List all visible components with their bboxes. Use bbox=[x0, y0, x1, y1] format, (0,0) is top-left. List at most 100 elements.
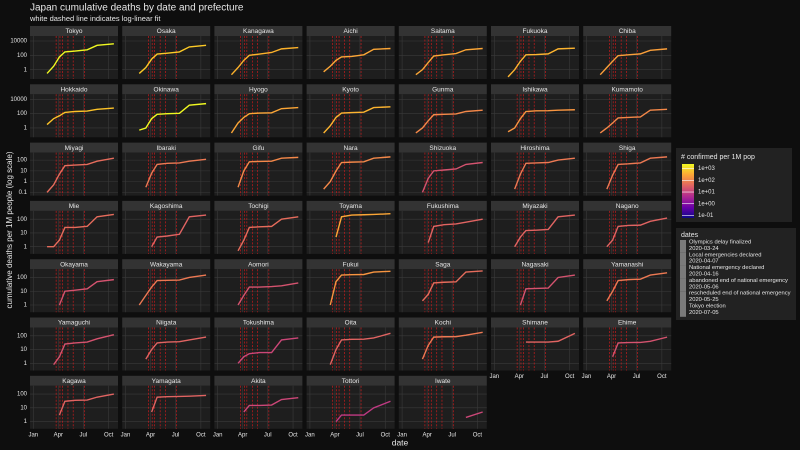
panel bbox=[214, 327, 303, 371]
series-line bbox=[599, 108, 668, 134]
chart-title: Japan cumulative deaths by date and pref… bbox=[30, 3, 244, 14]
facet-strip bbox=[583, 84, 672, 95]
facet-strip bbox=[583, 317, 672, 328]
panel bbox=[306, 210, 395, 254]
facet-strip bbox=[398, 200, 487, 211]
panel bbox=[306, 94, 395, 138]
facet-label: Yamagata bbox=[152, 378, 182, 385]
panel-content bbox=[122, 385, 211, 429]
facet-label: Niigata bbox=[156, 320, 177, 327]
y-tick-label: 1 bbox=[24, 419, 28, 425]
y-tick-label: 10 bbox=[20, 289, 27, 295]
panel bbox=[583, 152, 672, 196]
panel-content bbox=[214, 327, 303, 371]
panel-content bbox=[122, 210, 211, 254]
panel bbox=[306, 269, 395, 313]
facet-label: Toyama bbox=[339, 203, 362, 210]
x-tick-label: Apr bbox=[422, 432, 431, 438]
legend-date: 2020-05-25 bbox=[689, 297, 719, 303]
panel bbox=[398, 152, 487, 196]
series-line bbox=[145, 336, 207, 360]
panel-content bbox=[306, 36, 395, 79]
facet-strip bbox=[491, 84, 579, 95]
facet-strip bbox=[122, 317, 211, 328]
facet-label: Kanagawa bbox=[243, 28, 274, 35]
x-tick-label: Apr bbox=[238, 432, 247, 438]
y-tick-label: 100 bbox=[17, 275, 28, 281]
y-tick-label: 10000 bbox=[10, 39, 27, 45]
panel-content bbox=[306, 269, 395, 313]
x-tick-label: Jan bbox=[28, 432, 38, 438]
facet-strip bbox=[491, 317, 579, 328]
facet-label: Nagasaki bbox=[521, 261, 548, 268]
panel bbox=[398, 36, 487, 79]
series-line bbox=[415, 109, 483, 134]
colorbar-tick-label: 1e+02 bbox=[698, 178, 716, 184]
series-line bbox=[421, 331, 483, 360]
facet-strip bbox=[214, 317, 303, 328]
x-tick-label: Oct bbox=[657, 374, 667, 380]
facet-strip bbox=[398, 375, 487, 386]
y-tick-label: 0.1 bbox=[19, 190, 28, 196]
legend-date: 2020-04-16 bbox=[689, 272, 719, 278]
x-tick-label: Apr bbox=[330, 432, 339, 438]
series-line bbox=[606, 156, 668, 190]
facet-strip bbox=[214, 200, 303, 211]
y-tick-label: 1 bbox=[24, 126, 28, 132]
x-tick-label: Oct bbox=[196, 432, 206, 438]
panel bbox=[122, 327, 211, 371]
series-line bbox=[58, 393, 115, 416]
panel-content bbox=[30, 94, 118, 138]
facet-label: Nara bbox=[344, 145, 358, 152]
facet-label: Hyogo bbox=[249, 87, 268, 94]
facet-strip bbox=[306, 375, 395, 386]
facet-strip bbox=[491, 259, 579, 270]
panel bbox=[214, 385, 303, 429]
x-tick-label: Jan bbox=[305, 432, 315, 438]
panel-content bbox=[122, 94, 211, 138]
facet-strip bbox=[583, 142, 672, 153]
legend-label: National emergency declared bbox=[689, 265, 764, 271]
series-line bbox=[230, 46, 299, 76]
y-tick-label: 1 bbox=[24, 244, 28, 250]
panel-content bbox=[491, 269, 579, 313]
x-tick-label: Oct bbox=[381, 432, 391, 438]
panel bbox=[583, 269, 672, 313]
series-line bbox=[611, 336, 668, 357]
panel-content bbox=[583, 210, 672, 254]
x-tick-label: Oct bbox=[565, 374, 575, 380]
legend-swatch bbox=[680, 265, 686, 279]
facet-label: Shizuoka bbox=[429, 145, 456, 152]
panel bbox=[583, 327, 672, 371]
facet-label: Yamaguchi bbox=[58, 320, 90, 327]
facet-label: Saga bbox=[435, 261, 451, 268]
series-line bbox=[329, 270, 391, 306]
panel bbox=[214, 36, 303, 79]
facet-label: Tottori bbox=[342, 378, 360, 385]
legend-box bbox=[676, 148, 792, 222]
facet-label: Hiroshima bbox=[520, 145, 550, 152]
facet-label: Kagoshima bbox=[150, 203, 183, 210]
facet-strip bbox=[122, 142, 211, 153]
y-tick-label: 10000 bbox=[10, 97, 27, 103]
legend-label: rescheduled end of national emergency bbox=[689, 291, 791, 297]
legend-date: 2020-03-24 bbox=[689, 246, 719, 252]
series-line bbox=[58, 278, 114, 306]
facet-strip bbox=[122, 84, 211, 95]
legend-title: dates bbox=[681, 232, 699, 239]
series-line bbox=[329, 332, 391, 365]
panel bbox=[398, 385, 487, 429]
facet-label: Mie bbox=[69, 203, 80, 210]
panel-content bbox=[491, 94, 579, 138]
series-line bbox=[230, 106, 299, 134]
panel-content bbox=[306, 94, 395, 138]
panel bbox=[583, 36, 672, 79]
facet-strip bbox=[583, 259, 672, 270]
facet-strip bbox=[122, 375, 211, 386]
chart-subtitle: white dashed line indicates log-linear f… bbox=[29, 14, 161, 23]
panel-content bbox=[398, 152, 487, 196]
panel-content bbox=[30, 327, 118, 371]
y-tick-label: 100 bbox=[17, 53, 28, 59]
facet-label: Kochi bbox=[435, 320, 451, 327]
